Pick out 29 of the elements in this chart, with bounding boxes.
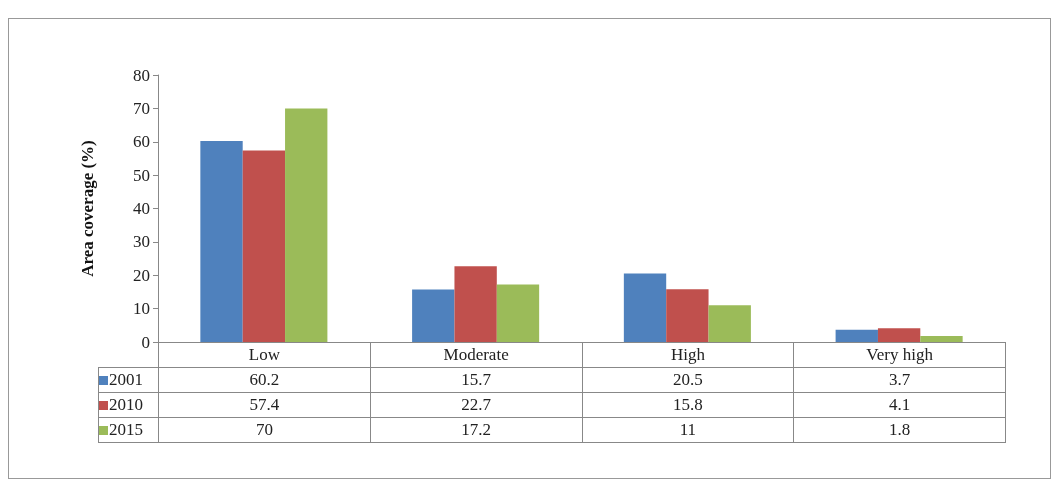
y-tick-label: 60: [133, 132, 150, 152]
data-label: 1.8: [793, 417, 1006, 443]
data-label: 15.7: [370, 367, 582, 393]
data-label: 70: [158, 417, 371, 443]
y-axis-title: Area coverage (%): [78, 140, 97, 277]
data-label: 20.5: [582, 367, 794, 393]
y-tick-label: 70: [133, 98, 150, 118]
x-tick-label: High: [582, 342, 794, 368]
data-label: 22.7: [370, 392, 582, 418]
data-label: 17.2: [370, 417, 582, 443]
x-tick-label: Very high: [793, 342, 1006, 368]
data-label: 11: [582, 417, 794, 443]
legend-label: 2001: [98, 367, 159, 393]
y-tick-label: 80: [133, 65, 150, 85]
y-tick-label: 10: [133, 299, 150, 319]
data-label: 15.8: [582, 392, 794, 418]
x-tick-label: Moderate: [370, 342, 582, 368]
y-tick-label: 50: [133, 165, 150, 185]
y-tick-label: 0: [141, 332, 150, 352]
legend-label: 2010: [98, 392, 159, 418]
y-tick-label: 30: [133, 232, 150, 252]
x-tick-label: Low: [158, 342, 371, 368]
y-tick-label: 40: [133, 199, 150, 218]
data-label: 57.4: [158, 392, 371, 418]
y-tick-label: 20: [133, 265, 150, 285]
legend-label: 2015: [98, 417, 159, 443]
data-label: 60.2: [158, 367, 371, 393]
data-label: 3.7: [793, 367, 1006, 393]
data-label: 4.1: [793, 392, 1006, 418]
